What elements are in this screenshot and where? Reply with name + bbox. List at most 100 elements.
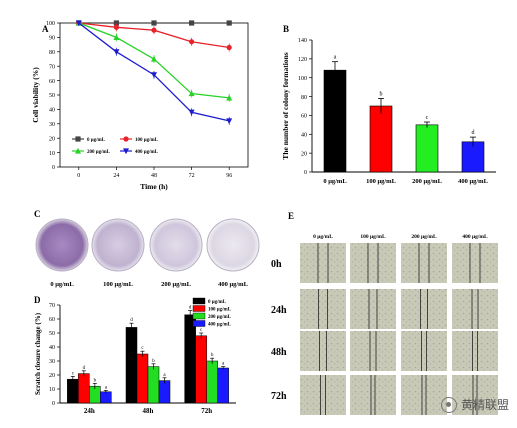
y-tick-label: 20 — [49, 136, 55, 142]
data-point — [151, 20, 157, 26]
y-tick-label: 50 — [49, 93, 55, 99]
data-point — [113, 20, 119, 26]
significance-letter: c — [72, 371, 75, 376]
x-tick-label: 0 μg/mL — [323, 178, 347, 185]
significance-letter: b — [94, 378, 97, 383]
scratch-image — [452, 243, 498, 283]
data-point — [226, 94, 233, 101]
y-tick-label: 90 — [49, 36, 55, 42]
y-tick-label: 80 — [301, 95, 307, 101]
x-tick-label: 72 — [189, 173, 195, 179]
column-label: 100 μg/mL — [360, 234, 386, 240]
legend-label: 200 μg/mL — [208, 315, 232, 320]
x-tick-label: 24h — [84, 407, 95, 415]
data-point — [188, 109, 195, 116]
data-point — [226, 20, 232, 26]
data-point — [188, 90, 195, 97]
significance-letter: a — [334, 55, 337, 61]
watermark: 黄精联盟 — [440, 396, 509, 413]
wechat-icon — [440, 396, 457, 413]
significance-letter: c — [200, 328, 203, 333]
y-tick-label: 40 — [301, 132, 307, 138]
scratch-image — [452, 331, 498, 371]
legend-swatch — [192, 320, 206, 327]
row-label: 24h — [271, 305, 287, 316]
petri-dish — [35, 218, 89, 272]
bar — [125, 327, 138, 404]
y-tick-label: 0 — [52, 401, 55, 407]
data-point — [151, 27, 157, 33]
legend-label: 100 μg/mL — [208, 308, 232, 313]
significance-letter: c — [141, 346, 144, 351]
legend-label: 0 μg/mL — [208, 300, 227, 305]
bar — [206, 360, 218, 404]
scratch-image — [401, 289, 447, 329]
data-point — [226, 118, 233, 125]
petri-dish — [206, 218, 260, 272]
significance-letter: b — [380, 91, 383, 97]
significance-letter: a — [105, 385, 108, 390]
petri-dish — [149, 218, 203, 272]
x-tick-label: 72h — [201, 407, 212, 415]
bar — [195, 335, 207, 404]
bar — [158, 380, 171, 404]
y-tick-label: 10 — [49, 387, 55, 393]
y-tick-label: 140 — [298, 38, 307, 44]
panel-d-letter: D — [34, 295, 41, 305]
bar — [369, 105, 393, 173]
significance-letter: d — [472, 130, 475, 136]
data-point — [113, 24, 119, 30]
legend-marker — [123, 148, 129, 155]
x-tick-label: 48h — [143, 407, 154, 415]
scratch-image — [350, 375, 396, 415]
legend-marker — [75, 136, 81, 142]
y-tick-label: 70 — [49, 64, 55, 70]
x-axis-label: Time (h) — [140, 182, 168, 191]
x-tick-label: 400 μg/mL — [458, 178, 489, 185]
data-point — [75, 20, 82, 27]
panel-a-letter: A — [42, 24, 49, 34]
y-axis-label: Scratch closure change (%) — [34, 312, 42, 395]
data-point — [151, 55, 157, 62]
data-point — [113, 49, 120, 55]
legend-swatch — [192, 312, 206, 320]
panel-e-scratch-images: E 0 μg/mL 100 μg/mL 200 μg/mL 400 μg/mL 0h 24h… — [271, 211, 498, 415]
panel-e-letter: E — [288, 211, 294, 221]
y-axis-label: Cell viability (%) — [31, 67, 40, 123]
y-tick-label: 40 — [49, 108, 55, 114]
legend-marker — [75, 147, 81, 154]
significance-letter: b — [152, 359, 155, 364]
panel-b-bar-chart: B 0 20 40 60 80 100 120 140 The number of colony… — [281, 24, 496, 185]
scratch-image — [350, 289, 396, 329]
panel-b-letter: B — [283, 24, 289, 34]
plot-frame — [59, 22, 249, 168]
y-tick-label: 60 — [49, 79, 55, 85]
x-tick-label: 100 μg/mL — [366, 178, 397, 185]
dish-label: 0 μg/mL — [50, 281, 74, 288]
legend-label: 200 μg/mL — [87, 150, 111, 155]
x-tick-label: 0 — [77, 173, 80, 179]
scratch-image — [350, 243, 396, 283]
row-label: 0h — [271, 259, 282, 270]
scratch-image — [401, 331, 447, 371]
legend-swatch — [192, 305, 206, 312]
x-tick-label: 48 — [151, 173, 157, 179]
row-label: 48h — [271, 347, 287, 358]
bar — [67, 378, 79, 404]
y-tick-label: 20 — [301, 151, 307, 157]
scratch-image — [300, 243, 346, 283]
y-tick-label: 10 — [49, 151, 55, 157]
y-tick-label: 20 — [49, 373, 55, 379]
dish-label: 400 μg/mL — [218, 281, 249, 288]
significance-letter: c — [426, 115, 429, 121]
y-tick-label: 60 — [301, 114, 307, 120]
x-tick-label: 24 — [113, 173, 119, 179]
petri-dish — [91, 218, 145, 272]
y-tick-label: 60 — [49, 317, 55, 323]
scratch-image — [452, 289, 498, 329]
significance-letter: d — [83, 366, 86, 371]
significance-letter: b — [211, 353, 214, 358]
legend-label: 400 μg/mL — [135, 150, 159, 155]
column-label: 0 μg/mL — [313, 234, 333, 240]
legend-swatch — [192, 297, 206, 305]
